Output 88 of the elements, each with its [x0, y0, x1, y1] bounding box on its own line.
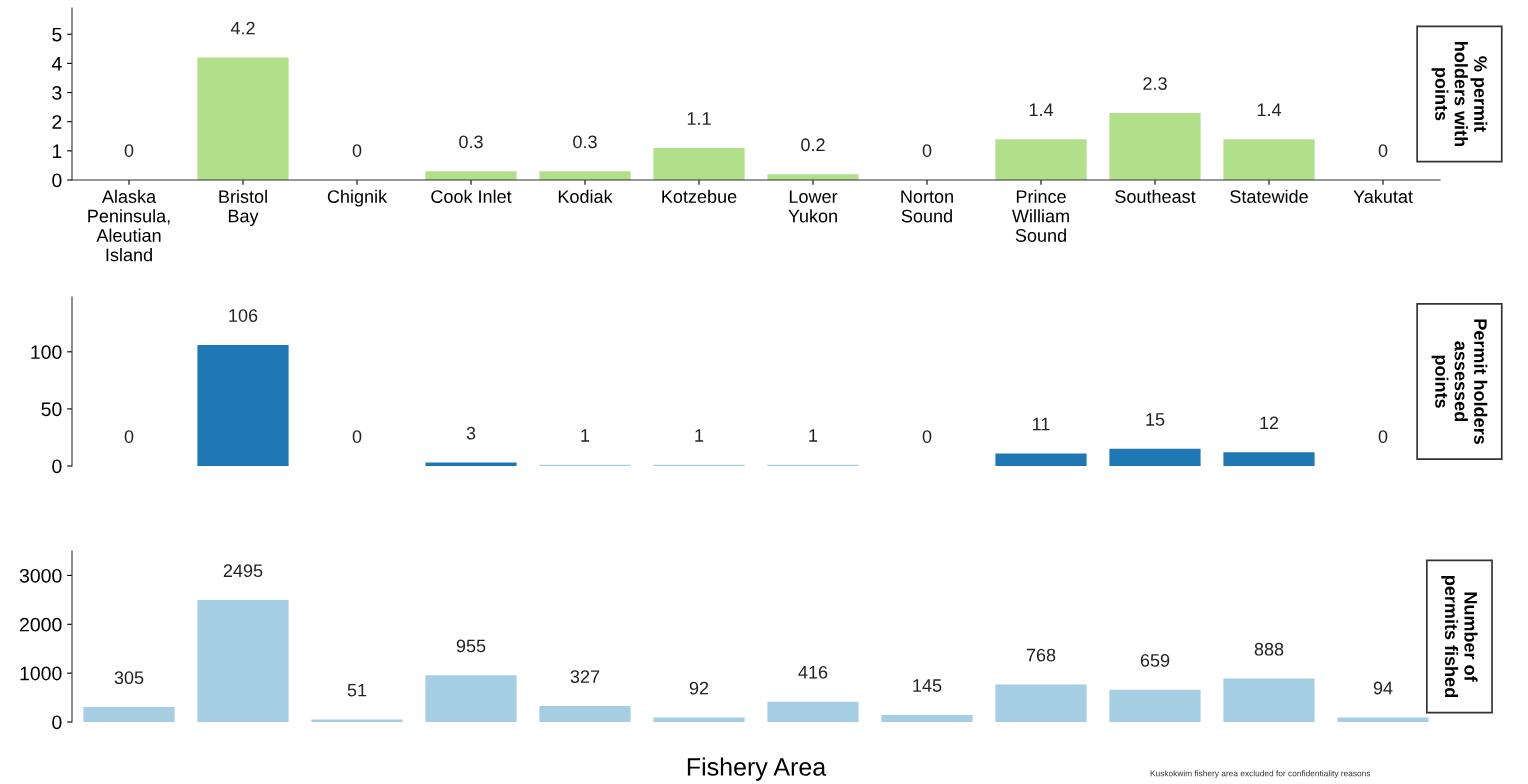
data-label: 1.4 [1257, 103, 1282, 116]
bar [83, 707, 175, 722]
x-tick-label: Alaska Peninsula, Aleutian Island [88, 189, 170, 262]
data-label: 0.3 [459, 135, 483, 149]
x-tick-label: Yakutat [1353, 189, 1413, 203]
data-label: 12 [1260, 416, 1279, 430]
data-label: 1 [695, 429, 704, 442]
data-label: 0 [922, 144, 932, 157]
data-label: 1 [581, 429, 590, 442]
data-label: 768 [1026, 648, 1056, 662]
y-tick-label: 0 [52, 715, 62, 730]
data-label: 1 [809, 429, 818, 442]
data-label: 106 [229, 309, 258, 322]
bar [995, 453, 1087, 466]
y-tick-label: 1000 [20, 666, 62, 681]
y-tick-label: 2000 [20, 617, 62, 632]
bar [1223, 452, 1315, 466]
y-tick-label: 5 [52, 27, 62, 42]
data-label: 0 [352, 144, 362, 157]
data-label: 955 [456, 639, 486, 653]
bar [1109, 448, 1201, 466]
data-label: 4.2 [230, 21, 255, 35]
bar [653, 147, 745, 180]
x-tick-label: Southeast [1115, 189, 1196, 203]
data-label: 0 [124, 430, 134, 443]
bar [1223, 678, 1315, 722]
y-tick-label: 50 [41, 402, 62, 417]
bar [1109, 112, 1201, 180]
y-tick-label: 4 [51, 57, 62, 71]
y-tick-label: 3000 [19, 568, 62, 583]
data-label: 0.3 [573, 135, 597, 149]
data-label: 416 [798, 665, 828, 679]
bar [653, 717, 745, 722]
y-tick-label: 2 [52, 115, 62, 129]
data-label: 2495 [223, 564, 263, 578]
y-axis-title: Permit holders assessed points [1431, 319, 1488, 444]
y-tick-label: 0 [52, 173, 62, 188]
x-tick-label: Kodiak [558, 189, 613, 203]
y-axis-title: Number of permits fished [1441, 575, 1478, 698]
data-label: 1.4 [1029, 103, 1054, 116]
data-label: 305 [114, 671, 144, 685]
data-label: 327 [570, 670, 600, 684]
bar [1223, 139, 1315, 180]
data-label: 888 [1254, 642, 1284, 656]
x-tick-label: Statewide [1230, 189, 1308, 203]
bar [995, 684, 1087, 722]
bar [881, 714, 973, 722]
y-tick-label: 0 [52, 459, 62, 474]
data-label: 0 [922, 430, 932, 443]
data-label: 0.2 [801, 138, 825, 152]
bar [1109, 689, 1201, 722]
bar [197, 600, 289, 722]
data-label: 92 [689, 681, 709, 695]
data-label: 659 [1140, 654, 1170, 667]
bar [539, 706, 631, 722]
data-label: 0 [1378, 430, 1388, 443]
data-label: 1.1 [687, 112, 711, 125]
data-label: 0 [124, 144, 134, 157]
x-tick-label: Chignik [327, 189, 388, 207]
x-tick-label: Kotzebue [662, 189, 737, 203]
x-tick-label: Lower Yukon [788, 190, 838, 223]
y-tick-label: 1 [52, 144, 62, 158]
data-label: 0 [352, 430, 362, 443]
bar [995, 139, 1087, 180]
x-tick-label: Prince William Sound [1011, 189, 1069, 242]
data-label: 11 [1033, 417, 1050, 431]
x-tick-label: Cook Inlet [431, 189, 512, 203]
text: Kuskokwim fishery area excluded for confidentiality reasons [1150, 770, 1371, 778]
y-tick-label: 100 [31, 345, 62, 360]
x-axis-title: Fishery Area [687, 757, 827, 781]
bar [197, 57, 289, 180]
data-label: 51 [347, 683, 367, 697]
bar [1337, 717, 1429, 722]
x-tick-label: Bristol Bay [219, 189, 267, 226]
bar [539, 171, 631, 180]
bar [767, 701, 859, 722]
bar [425, 171, 517, 180]
x-tick-label: Norton Sound [901, 190, 953, 223]
data-label: 0 [1378, 144, 1388, 157]
data-label: 94 [1373, 681, 1393, 695]
bar [425, 675, 517, 722]
data-label: 15 [1146, 413, 1165, 426]
data-label: 3 [466, 426, 476, 440]
data-label: 145 [913, 679, 942, 692]
y-axis-title: % permit holders with points [1431, 42, 1488, 147]
data-label: 2.3 [1143, 77, 1167, 90]
y-tick-label: 3 [52, 86, 62, 100]
bar [197, 344, 289, 466]
